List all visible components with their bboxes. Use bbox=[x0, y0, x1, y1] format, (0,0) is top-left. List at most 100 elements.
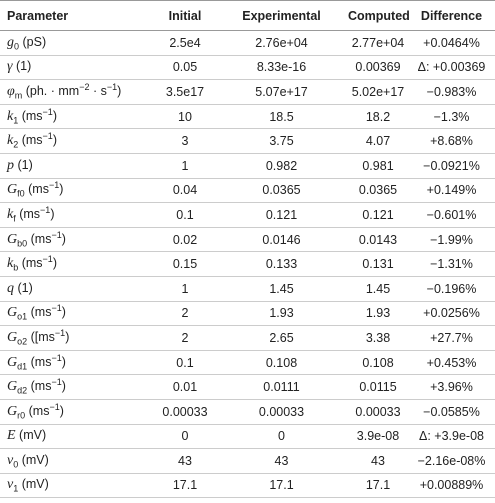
value-cell: 0.1 bbox=[155, 350, 215, 376]
table-row: k1 (ms−1) 10 18.5 18.2 −1.3% bbox=[0, 104, 495, 130]
parameter-cell: Gd1 (ms−1) bbox=[0, 350, 155, 376]
value-cell: 0 bbox=[155, 424, 215, 450]
parameter-text: (ms bbox=[25, 403, 50, 418]
value-cell: 1.93 bbox=[348, 301, 408, 327]
parameter-text: (ms bbox=[24, 182, 49, 197]
parameter-text: φ bbox=[7, 83, 15, 99]
value-cell: 1 bbox=[155, 153, 215, 179]
table-row: p (1) 1 0.982 0.981 −0.0921% bbox=[0, 153, 495, 179]
table-row: Gf0 (ms−1) 0.04 0.0365 0.0365 +0.149% bbox=[0, 178, 495, 204]
parameter-cell: k1 (ms−1) bbox=[0, 104, 155, 130]
value-cell: 0.0143 bbox=[348, 227, 408, 253]
table-row: Gr0 (ms−1) 0.00033 0.00033 0.00033 −0.0585% bbox=[0, 399, 495, 425]
parameter-text: −1 bbox=[40, 204, 51, 215]
table-row: Go1 (ms−1) 2 1.93 1.93 +0.0256% bbox=[0, 301, 495, 327]
value-cell: 0.0111 bbox=[215, 374, 348, 400]
value-cell: +0.453% bbox=[408, 350, 495, 376]
value-cell: 2.76e+04 bbox=[215, 30, 348, 56]
value-cell: −1.31% bbox=[408, 251, 495, 277]
table-row: kf (ms−1) 0.1 0.121 0.121 −0.601% bbox=[0, 202, 495, 228]
parameter-text: −2 bbox=[79, 81, 90, 92]
parameter-text: ) bbox=[52, 108, 57, 123]
parameter-text: −1 bbox=[51, 229, 62, 240]
parameter-text: (pS) bbox=[19, 34, 47, 49]
parameter-text: (mV) bbox=[18, 477, 49, 492]
value-cell: 0.02 bbox=[155, 227, 215, 253]
parameter-cell: v0 (mV) bbox=[0, 448, 155, 474]
value-cell: 0.0365 bbox=[348, 178, 408, 204]
table-row: q (1) 1 1.45 1.45 −0.196% bbox=[0, 276, 495, 302]
value-cell: 17.1 bbox=[348, 473, 408, 499]
value-cell: 0.0146 bbox=[215, 227, 348, 253]
value-cell: Δ: +0.00369 bbox=[408, 55, 495, 81]
table-row: Gd1 (ms−1) 0.1 0.108 0.108 +0.453% bbox=[0, 350, 495, 376]
parameter-text: (mV) bbox=[18, 452, 49, 467]
value-cell: +3.96% bbox=[408, 374, 495, 400]
value-cell: 2.77e+04 bbox=[348, 30, 408, 56]
parameter-text: G bbox=[7, 354, 18, 370]
table-row: v0 (mV) 43 43 43 −2.16e-08% bbox=[0, 448, 495, 474]
value-cell: −1.3% bbox=[408, 104, 495, 130]
parameter-text: ) bbox=[50, 206, 55, 221]
parameter-cell: Go2 ([ms−1) bbox=[0, 325, 155, 351]
value-cell: 0.108 bbox=[215, 350, 348, 376]
parameter-text: G bbox=[7, 231, 18, 247]
parameter-text: −1 bbox=[51, 376, 62, 387]
value-cell: 2.5e4 bbox=[155, 30, 215, 56]
value-cell: −1.99% bbox=[408, 227, 495, 253]
value-cell: +8.68% bbox=[408, 128, 495, 154]
parameter-text: (ms bbox=[27, 231, 52, 246]
parameter-text: E bbox=[7, 428, 16, 444]
parameter-text: (ph. · mm bbox=[22, 83, 80, 98]
column-header: Difference bbox=[408, 0, 495, 31]
parameter-cell: φm (ph. · mm−2 · s−1) bbox=[0, 79, 155, 105]
parameter-cell: Gf0 (ms−1) bbox=[0, 178, 155, 204]
parameter-cell: v1 (mV) bbox=[0, 473, 155, 499]
table-row: g0 (pS) 2.5e4 2.76e+04 2.77e+04 +0.0464% bbox=[0, 30, 495, 56]
value-cell: 0.131 bbox=[348, 251, 408, 277]
parameter-text: ) bbox=[61, 305, 66, 320]
parameter-cell: Gd2 (ms−1) bbox=[0, 374, 155, 400]
value-cell: 2 bbox=[155, 325, 215, 351]
parameter-text: −1 bbox=[42, 131, 53, 142]
value-cell: 3.5e17 bbox=[155, 79, 215, 105]
parameter-text: (1) bbox=[14, 157, 33, 172]
table-row: Gb0 (ms−1) 0.02 0.0146 0.0143 −1.99% bbox=[0, 227, 495, 253]
parameter-text: r0 bbox=[17, 410, 26, 421]
parameter-cell: g0 (pS) bbox=[0, 30, 155, 56]
parameter-text: (ms bbox=[27, 305, 52, 320]
parameter-text: v bbox=[7, 477, 14, 493]
value-cell: 3.38 bbox=[348, 325, 408, 351]
value-cell: 0.00033 bbox=[215, 399, 348, 425]
table-body: g0 (pS) 2.5e4 2.76e+04 2.77e+04 +0.0464% γ (1… bbox=[0, 30, 495, 499]
parameter-cell: Gb0 (ms−1) bbox=[0, 227, 155, 253]
value-cell: 0.05 bbox=[155, 55, 215, 81]
value-cell: 17.1 bbox=[155, 473, 215, 499]
value-cell: 2 bbox=[155, 301, 215, 327]
parameter-text: v bbox=[7, 452, 14, 468]
parameter-text: k bbox=[7, 206, 14, 222]
parameter-text: ) bbox=[52, 256, 57, 271]
table-row: E (mV) 0 0 3.9e-08 Δ: +3.9e-08 bbox=[0, 424, 495, 450]
value-cell: 17.1 bbox=[215, 473, 348, 499]
column-header: Computed bbox=[348, 0, 410, 31]
table-row: Go2 ([ms−1) 2 2.65 3.38 +27.7% bbox=[0, 325, 495, 351]
value-cell: 43 bbox=[348, 448, 408, 474]
parameter-text: p bbox=[7, 157, 14, 173]
parameter-text: −1 bbox=[54, 327, 66, 338]
value-cell: 43 bbox=[155, 448, 215, 474]
value-cell: 0.04 bbox=[155, 178, 215, 204]
column-header: Initial bbox=[155, 0, 215, 31]
value-cell: −0.601% bbox=[408, 202, 495, 228]
parameter-text: o1 bbox=[17, 311, 28, 322]
parameter-text: −1 bbox=[106, 81, 118, 92]
parameter-text: ) bbox=[59, 403, 64, 418]
parameter-text: G bbox=[7, 379, 18, 395]
value-cell: 3 bbox=[155, 128, 215, 154]
header-row: Parameter Initial Experimental Computed Diff… bbox=[0, 0, 495, 31]
parameter-cell: kf (ms−1) bbox=[0, 202, 155, 228]
value-cell: 0.0115 bbox=[348, 374, 408, 400]
value-cell: 5.02e+17 bbox=[348, 79, 408, 105]
value-cell: +0.149% bbox=[408, 178, 495, 204]
